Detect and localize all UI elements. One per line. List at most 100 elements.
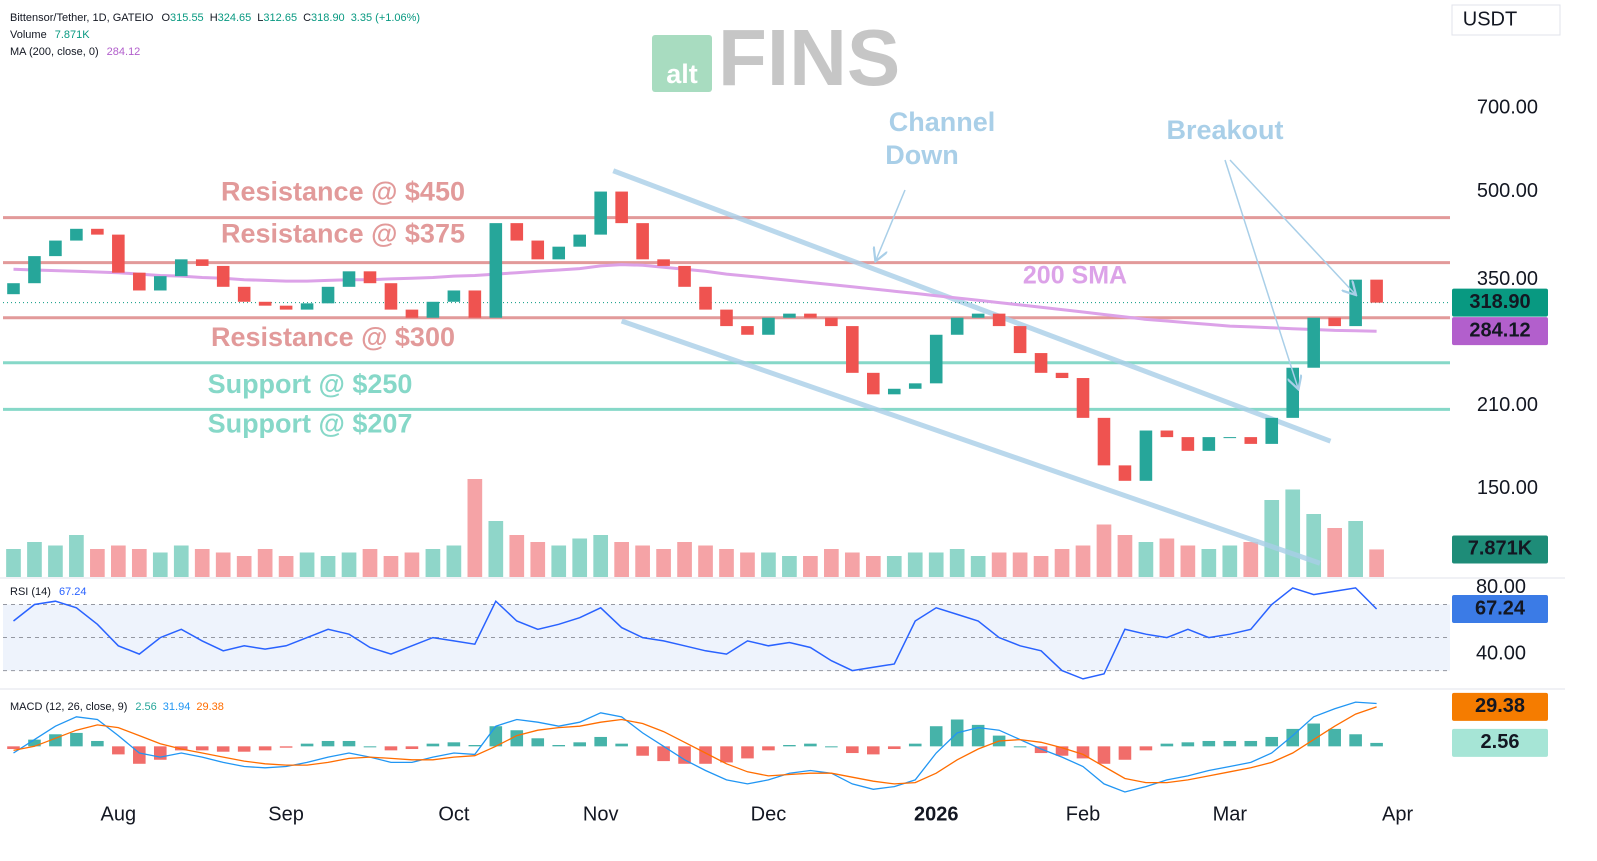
volume-bar: [761, 552, 776, 577]
macd-histogram: [1034, 746, 1048, 754]
macd-histogram: [1328, 728, 1341, 747]
candle: [300, 303, 314, 310]
candle: [1307, 317, 1320, 368]
volume-bar: [48, 545, 63, 577]
key: C: [303, 12, 311, 24]
volume-bar: [1348, 521, 1363, 577]
value: 31.94: [163, 701, 191, 713]
annotation: Breakout: [1166, 115, 1283, 145]
candle: [7, 283, 20, 295]
candle: [615, 191, 628, 224]
key: Volume: [10, 29, 47, 41]
candle: [342, 271, 356, 287]
candle: [489, 223, 503, 318]
candle: [1181, 437, 1195, 451]
x-tick-label: 2026: [914, 803, 959, 825]
macd-histogram: [594, 736, 607, 747]
candle: [1034, 353, 1048, 373]
value: 312.65: [263, 12, 297, 24]
candle: [426, 301, 440, 318]
price-tag: [1452, 728, 1548, 757]
candle: [1013, 326, 1027, 354]
volume-bar: [1075, 545, 1091, 577]
volume-bar: [1222, 545, 1238, 577]
channel-line: [620, 318, 1321, 566]
candle: [1202, 437, 1216, 451]
currency[interactable]: USDT: [1463, 8, 1517, 30]
macd-histogram: [741, 746, 754, 759]
ma-line: [13, 263, 1377, 333]
candle: [405, 309, 419, 318]
candle: [1055, 372, 1069, 379]
candle: [468, 290, 482, 318]
candle: [49, 240, 62, 257]
value: 2.56: [135, 701, 156, 713]
macd-histogram: [447, 742, 461, 747]
key: MA (200, close, 0): [10, 46, 99, 58]
volume-bar: [341, 552, 357, 577]
macd-histogram: [657, 746, 670, 762]
level-label: Support @ $207: [208, 408, 413, 438]
legend: MACD (12, 26, close, 9) 2.56 31.94 29.38: [10, 701, 224, 713]
legend: Bittensor/Tether, 1D, GATEIO O315.55 H324.…: [10, 12, 420, 24]
y-tick-label: 80.00: [1476, 576, 1526, 598]
level-label: Support @ $250: [208, 369, 413, 399]
candle: [720, 309, 733, 327]
volume-bar: [131, 549, 147, 577]
macd-histogram: [1097, 746, 1111, 764]
volume-bar: [551, 545, 567, 577]
volume-bar: [1243, 542, 1259, 577]
price-tag-label: 29.38: [1475, 695, 1525, 717]
legend: Volume 7.871K: [10, 29, 90, 41]
candle: [112, 234, 125, 273]
volume-bar: [886, 556, 902, 577]
macd-histogram: [363, 746, 377, 748]
volume-bar: [27, 542, 42, 577]
volume-bar: [907, 552, 923, 577]
volume-bar: [509, 535, 525, 577]
candle: [1139, 430, 1153, 481]
price-tag-label: 67.24: [1475, 597, 1526, 619]
volume-bar: [1159, 538, 1175, 577]
candle: [153, 276, 167, 291]
macd-histogram: [1076, 746, 1090, 759]
volume-bar: [949, 549, 965, 577]
volume-bar: [991, 552, 1007, 577]
volume-bar: [1054, 549, 1070, 577]
logo-box: [652, 35, 712, 92]
volume-bar: [173, 545, 189, 577]
x-tick-label: Feb: [1066, 803, 1100, 825]
x-tick-label: Oct: [438, 803, 470, 825]
x-tick-label: Aug: [101, 803, 137, 825]
candle: [1076, 378, 1090, 418]
level-label: Resistance @ $450: [221, 177, 465, 207]
macd-histogram: [1118, 746, 1132, 760]
price-tag: [1452, 317, 1548, 346]
candle: [70, 228, 83, 241]
volume-bar: [1138, 542, 1154, 577]
candle: [91, 228, 104, 235]
volume-bar: [257, 549, 273, 577]
annotation: Down: [885, 140, 959, 170]
value: 315.55: [170, 12, 204, 24]
value: 318.90: [311, 12, 345, 24]
volume-bar: [1327, 528, 1342, 577]
arrow: [1224, 159, 1298, 388]
candle: [699, 286, 712, 310]
macd-histogram: [867, 746, 880, 755]
volume-bar: [194, 549, 210, 577]
candle: [1118, 465, 1132, 481]
macd-histogram: [384, 746, 398, 751]
currency-box[interactable]: [1451, 4, 1561, 36]
candle: [971, 313, 985, 318]
candle: [258, 301, 272, 306]
y-tick-label: 700.00: [1477, 97, 1538, 119]
volume-bar: [719, 549, 734, 577]
macd-line: [13, 701, 1377, 793]
macd-histogram: [1244, 740, 1258, 747]
volume-bar: [530, 542, 546, 577]
value: 324.65: [218, 12, 252, 24]
volume-bar: [362, 549, 378, 577]
volume-bar: [404, 552, 420, 577]
candle: [552, 246, 566, 260]
